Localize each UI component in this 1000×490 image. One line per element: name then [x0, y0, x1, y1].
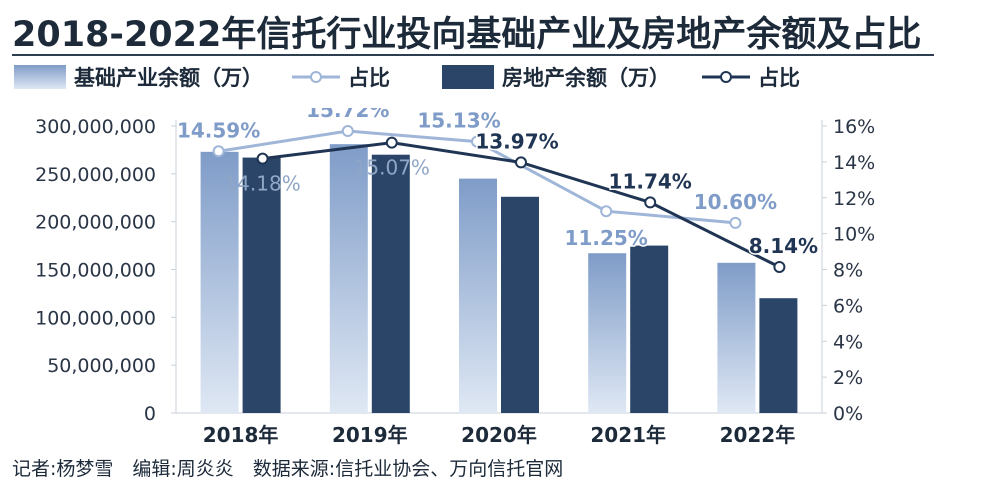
right-tick-label: 8% [833, 260, 863, 282]
left-tick-label: 100,000,000 [35, 307, 156, 329]
legend-realestate-swatch [442, 65, 494, 89]
bar-infra-amount [200, 151, 239, 413]
legend-realestate-amount-label: 房地产余额（万） [502, 66, 670, 90]
data-label-infra-ratio: 15.13% [417, 109, 500, 133]
bar-infra-amount [329, 144, 368, 413]
right-tick-label: 12% [833, 188, 875, 210]
left-tick-label: 200,000,000 [35, 212, 156, 234]
x-tick-label: 2020年 [461, 423, 537, 447]
point-infra-ratio [341, 125, 354, 138]
legend-infra-swatch [14, 65, 66, 89]
point-realestate-ratio [385, 136, 398, 149]
combo-chart: 0 50,000,000 100,000,000 150,000,000 200,000… [35, 108, 875, 447]
right-tick-label: 2% [833, 367, 863, 389]
point-realestate-ratio [773, 260, 786, 273]
x-tick-label: 2019年 [332, 423, 408, 447]
bar-realestate-amount [242, 157, 281, 413]
x-tick-label: 2021年 [590, 423, 666, 447]
data-label-realestate-ratio: 11.74% [609, 169, 692, 193]
legend-infra-ratio: 占比 [292, 62, 390, 92]
right-tick-label: 16% [833, 116, 875, 138]
legend-realestate-ratio: 占比 [702, 62, 800, 92]
point-infra-ratio [729, 216, 742, 229]
footer-credits: 记者:杨梦雪 编辑:周炎炎 数据来源:信托业协会、万向信托官网 [12, 458, 564, 480]
point-infra-ratio [212, 145, 225, 158]
legend-realestate-line-icon [702, 71, 750, 83]
bar-infra-amount [588, 253, 627, 413]
bar-realestate-amount [371, 154, 410, 413]
data-label-infra-ratio: 11.25% [565, 226, 648, 250]
chart-title: 2018-2022年信托行业投向基础产业及房地产余额及占比 [12, 15, 922, 55]
x-tick-label: 2022年 [720, 423, 796, 447]
left-tick-label: 50,000,000 [47, 355, 156, 377]
right-tick-label: 10% [833, 224, 875, 246]
point-realestate-ratio [256, 152, 269, 165]
data-label-infra-ratio: 14.59% [177, 118, 260, 142]
left-tick-label: 150,000,000 [35, 260, 156, 282]
left-tick-label: 300,000,000 [35, 116, 156, 138]
data-label-infra-ratio: 10.60% [694, 190, 777, 214]
title-divider [12, 54, 934, 56]
data-label-realestate-ratio: 15.07% [354, 156, 430, 180]
point-infra-ratio [471, 135, 483, 148]
bar-infra-amount [717, 262, 756, 413]
point-infra-ratio [600, 205, 613, 218]
right-tick-label: 6% [833, 295, 863, 317]
legend-infra-amount: 基础产业余额（万） [14, 62, 263, 92]
legend-infra-line-icon [292, 71, 340, 83]
right-tick-label: 4% [833, 331, 863, 353]
left-tick-label: 250,000,000 [35, 164, 156, 186]
data-label-infra-ratio: 15.72% [306, 108, 389, 122]
bar-infra-amount [459, 178, 497, 413]
data-label-realestate-ratio: 14.18% [224, 172, 300, 196]
legend-realestate-amount: 房地产余额（万） [442, 62, 670, 92]
bar-realestate-amount [630, 245, 669, 413]
data-label-realestate-ratio: 13.97% [475, 129, 558, 153]
legend-infra-amount-label: 基础产业余额（万） [74, 66, 263, 90]
bar-realestate-amount [759, 298, 798, 413]
left-tick-label: 0 [144, 403, 156, 425]
data-label-realestate-ratio: 8.14% [749, 234, 818, 258]
x-tick-label: 2018年 [203, 423, 279, 447]
right-tick-label: 14% [833, 152, 875, 174]
point-realestate-ratio [515, 156, 527, 169]
legend-realestate-ratio-label: 占比 [758, 66, 800, 90]
right-tick-label: 0% [833, 403, 863, 425]
point-realestate-ratio [644, 196, 657, 209]
legend-infra-ratio-label: 占比 [348, 66, 390, 90]
bar-realestate-amount [501, 196, 539, 413]
